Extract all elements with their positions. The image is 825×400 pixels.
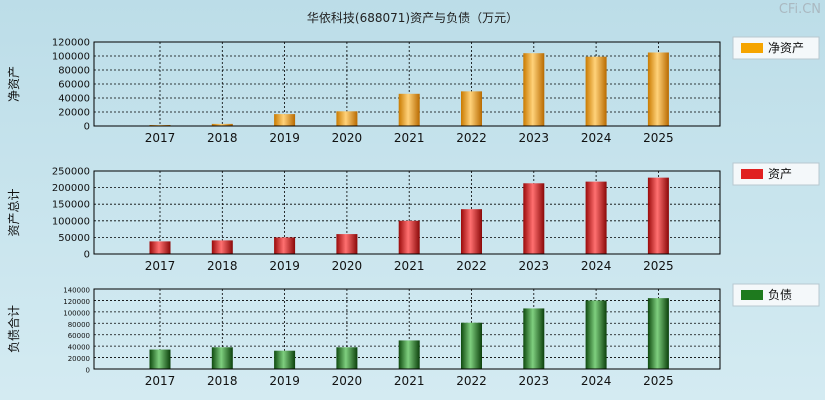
net-assets-bar-2018 — [211, 123, 233, 126]
net-assets-ytick-label: 100000 — [52, 52, 90, 63]
liabilities-xtick-label: 2022 — [456, 374, 487, 388]
liabilities-xtick-label: 2019 — [269, 374, 300, 388]
liabilities-ytick-label: 40000 — [68, 344, 90, 352]
chart-title: 华依科技(688071)资产与负债（万元） — [306, 11, 519, 25]
liabilities-ytick-label: 100000 — [63, 309, 90, 317]
liabilities-ylabel: 负债合计 — [6, 305, 21, 353]
assets-bar-2021 — [398, 220, 420, 254]
liabilities-legend-label: 负债 — [768, 288, 792, 302]
liabilities-plot-border — [93, 288, 721, 370]
net-assets-bar-2019 — [274, 114, 296, 126]
liabilities-bar-2021 — [398, 340, 420, 369]
assets-ytick-label: 100000 — [52, 216, 90, 227]
assets-xtick-label: 2021 — [394, 259, 425, 273]
assets-ytick-label: 200000 — [52, 183, 90, 194]
assets-xtick-label: 2020 — [332, 259, 363, 273]
liabilities-xtick-label: 2017 — [145, 374, 176, 388]
liabilities-bar-2020 — [336, 347, 358, 369]
liabilities-bar-2018 — [211, 347, 233, 369]
assets-bar-2020 — [336, 234, 358, 254]
assets-ytick-label: 50000 — [58, 233, 90, 244]
assets-legend-label: 资产 — [768, 167, 792, 181]
assets-bar-2023 — [523, 183, 545, 254]
net-assets-ytick-label: 20000 — [58, 108, 90, 119]
net-assets-xtick-label: 2017 — [145, 131, 176, 145]
net-assets-bar-2021 — [398, 93, 420, 126]
net-assets-xtick-label: 2019 — [269, 131, 300, 145]
net-assets-xtick-label: 2025 — [643, 131, 674, 145]
net-assets-xtick-label: 2021 — [394, 131, 425, 145]
net-assets-xtick-label: 2018 — [207, 131, 238, 145]
liabilities-xtick-label: 2023 — [519, 374, 550, 388]
liabilities-ytick-label: 0 — [86, 367, 90, 375]
net-assets-ytick-label: 60000 — [58, 80, 90, 91]
assets-xtick-label: 2023 — [519, 259, 550, 273]
liabilities-ytick-label: 120000 — [63, 298, 90, 306]
net-assets-ytick-label: 120000 — [52, 38, 90, 49]
net-assets-legend-label: 净资产 — [768, 41, 804, 55]
liabilities-bar-2022 — [461, 322, 482, 369]
net-assets-ytick-label: 0 — [84, 122, 90, 133]
assets-xtick-label: 2017 — [145, 259, 176, 273]
net-assets-bar-2023 — [523, 53, 545, 127]
net-assets-xtick-label: 2023 — [519, 131, 550, 145]
assets-ytick-label: 250000 — [52, 167, 90, 178]
assets-xtick-label: 2019 — [269, 259, 300, 273]
liabilities-ytick-label: 80000 — [68, 321, 90, 329]
assets-bar-2019 — [274, 237, 296, 254]
liabilities-ytick-label: 60000 — [68, 332, 90, 340]
net-assets-xtick-label: 2024 — [581, 131, 612, 145]
liabilities-bar-2017 — [149, 349, 171, 369]
net-assets-ytick-label: 80000 — [58, 66, 90, 77]
liabilities-bar-2024 — [585, 300, 607, 369]
net-assets-ytick-label: 40000 — [58, 94, 90, 105]
net-assets-xtick-label: 2022 — [456, 131, 487, 145]
assets-ytick-label: 0 — [84, 250, 90, 261]
liabilities-legend-swatch — [741, 290, 763, 300]
liabilities-xtick-label: 2024 — [581, 374, 612, 388]
assets-bar-2017 — [149, 241, 171, 254]
net-assets-bar-2025 — [647, 52, 669, 126]
liabilities-xtick-label: 2018 — [207, 374, 238, 388]
assets-xtick-label: 2022 — [456, 259, 487, 273]
liabilities-legend — [732, 283, 820, 307]
assets-xtick-label: 2024 — [581, 259, 612, 273]
liabilities-ytick-label: 20000 — [68, 355, 90, 363]
watermark: CFi.CN — [778, 2, 821, 17]
net-assets-bar-2022 — [461, 91, 482, 126]
assets-xtick-label: 2025 — [643, 259, 674, 273]
assets-bar-2018 — [211, 240, 233, 254]
net-assets-ylabel: 净资产 — [7, 66, 21, 102]
assets-ytick-label: 150000 — [52, 200, 90, 211]
assets-bar-2022 — [461, 209, 482, 254]
liabilities-ytick-label: 140000 — [63, 287, 90, 295]
assets-legend — [732, 162, 820, 186]
net-assets-legend — [732, 36, 820, 60]
liabilities-bar-2025 — [647, 298, 669, 369]
net-assets-bar-2020 — [336, 111, 358, 126]
assets-bar-2025 — [647, 177, 669, 254]
net-assets-xtick-label: 2020 — [332, 131, 363, 145]
liabilities-xtick-label: 2020 — [332, 374, 363, 388]
assets-legend-swatch — [741, 169, 763, 179]
liabilities-xtick-label: 2025 — [643, 374, 674, 388]
net-assets-bar-2024 — [585, 56, 607, 127]
net-assets-plot-border — [93, 41, 721, 127]
assets-xtick-label: 2018 — [207, 259, 238, 273]
liabilities-bar-2023 — [523, 308, 545, 369]
assets-bar-2024 — [585, 181, 607, 254]
assets-ylabel: 资产总计 — [7, 188, 21, 236]
liabilities-xtick-label: 2021 — [394, 374, 425, 388]
net-assets-legend-swatch — [741, 43, 763, 53]
liabilities-bar-2019 — [274, 350, 296, 369]
assets-plot-border — [93, 170, 721, 255]
